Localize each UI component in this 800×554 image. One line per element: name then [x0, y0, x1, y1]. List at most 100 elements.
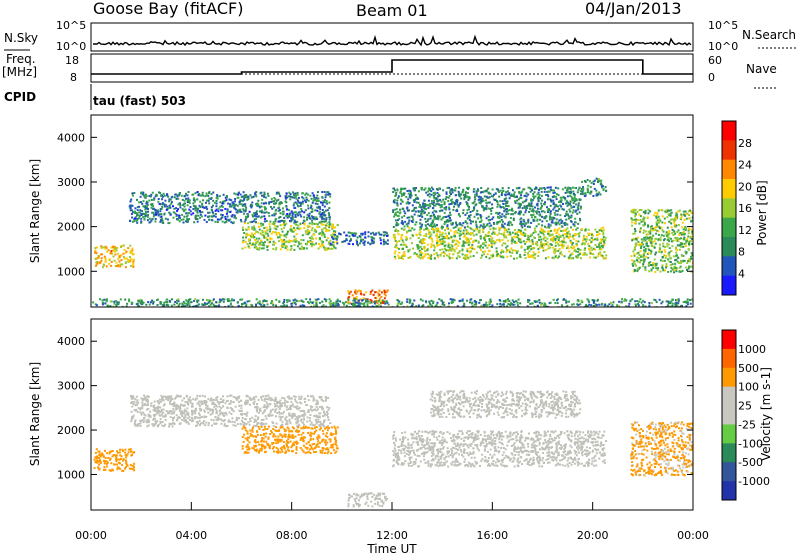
power-cell-1-685 — [311, 192, 314, 195]
power-cell-6-618 — [408, 194, 411, 197]
power-cell-5-753 — [551, 239, 554, 242]
power-cell-6-83 — [490, 209, 493, 212]
power-cell-6-938 — [561, 220, 564, 223]
power-cell-5-560 — [554, 255, 557, 258]
power-cell-6-863 — [547, 186, 550, 189]
power-cell-5-909 — [450, 249, 453, 252]
power-cell-1-95 — [138, 217, 140, 220]
power-cell-2-167 — [266, 238, 269, 241]
power-cell-2-76 — [313, 222, 316, 225]
power-cell-1-675 — [154, 220, 157, 223]
power-cell-8-396 — [652, 228, 654, 230]
power-cell-5-638 — [563, 233, 566, 236]
power-cell-5-206 — [449, 229, 452, 232]
power-cell-4-46 — [374, 296, 377, 299]
power-cell-8-418 — [636, 236, 639, 239]
power-cell-1-891 — [206, 208, 209, 211]
power-cell-5-240 — [569, 239, 572, 242]
power-cell-5-905 — [500, 255, 503, 258]
power-cell-6-868 — [414, 197, 417, 200]
power-cell-6-42 — [397, 214, 400, 217]
power-cell-5-690 — [455, 242, 458, 245]
power-cell-8-353 — [675, 254, 678, 257]
power-cell-1-351 — [285, 214, 288, 217]
power-cell-1-32 — [305, 192, 308, 195]
freq-left-label-1: Freq. — [6, 52, 36, 66]
power-cell-1-826 — [144, 206, 147, 209]
power-cell-8-502 — [639, 215, 642, 218]
power-cell-9-215 — [284, 305, 287, 307]
power-cell-6-136 — [525, 192, 528, 195]
power-cell-6-1059 — [446, 186, 449, 189]
power-cell-8-53 — [691, 254, 693, 257]
power-cell-6-722 — [412, 199, 415, 202]
power-cell-6-921 — [456, 203, 459, 206]
power-cell-1-242 — [218, 218, 221, 221]
power-cell-6-533 — [428, 195, 431, 198]
power-cell-6-742 — [479, 198, 482, 201]
power-cell-1-297 — [153, 213, 155, 216]
power-cell-1-841 — [160, 194, 162, 197]
power-cell-1-608 — [248, 210, 251, 213]
power-cell-4-68 — [386, 289, 389, 292]
power-cell-6-7 — [396, 214, 399, 217]
power-cell-9-576 — [130, 301, 133, 304]
power-cell-6-189 — [515, 187, 518, 190]
power-cell-6-773 — [466, 209, 469, 212]
power-cell-9-484 — [379, 302, 382, 304]
power-cell-4-18 — [380, 295, 383, 298]
power-cell-1-542 — [176, 218, 178, 221]
power-cell-8-278 — [640, 238, 643, 241]
power-cell-1-414 — [205, 192, 208, 195]
power-cell-4-25 — [355, 292, 358, 295]
power-cell-6-21 — [395, 191, 398, 194]
power-cell-8-521 — [690, 228, 693, 231]
power-cell-8-485 — [673, 271, 675, 274]
power-cell-8-244 — [689, 240, 692, 243]
power-cell-5-194 — [457, 227, 460, 230]
power-cell-9-592 — [103, 298, 106, 301]
power-cell-1-530 — [181, 213, 184, 216]
power-cell-5-889 — [503, 231, 506, 234]
power-cell-1-815 — [188, 218, 191, 221]
power-cell-5-900 — [515, 257, 518, 260]
power-cell-3-55 — [373, 237, 376, 240]
power-cell-3-72 — [349, 239, 352, 242]
power-cell-8-483 — [681, 255, 684, 257]
power-cell-9-202 — [184, 305, 187, 307]
power-cell-6-961 — [569, 192, 572, 195]
power-cell-1-110 — [147, 210, 149, 213]
power-cell-8-57 — [637, 218, 639, 221]
power-cell-9-626 — [204, 303, 207, 306]
power-cell-5-236 — [465, 232, 468, 235]
power-cell-1-732 — [199, 206, 202, 209]
power-cell-5-730 — [516, 230, 519, 233]
power-cell-3-106 — [357, 244, 359, 247]
power-cell-6-1005 — [429, 205, 432, 208]
power-cell-1-687 — [194, 205, 197, 208]
power-cell-5-725 — [594, 244, 597, 246]
power-cell-9-272 — [307, 301, 309, 303]
power-cell-6-874 — [573, 200, 576, 203]
power-cell-8-549 — [644, 250, 647, 253]
power-cell-6-772 — [431, 207, 434, 210]
power-cell-1-187 — [136, 209, 139, 212]
power-cell-8-118 — [657, 215, 660, 218]
power-cell-6-1045 — [535, 203, 538, 206]
power-cell-5-855 — [600, 254, 603, 257]
power-cell-6-1061 — [417, 197, 420, 200]
power-cell-8-318 — [634, 269, 636, 272]
power-cell-9-114 — [230, 299, 233, 302]
power-cell-5-844 — [435, 227, 438, 230]
power-cell-2-341 — [290, 240, 293, 242]
power-cell-9-558 — [670, 305, 673, 307]
power-cell-9-587 — [685, 305, 688, 307]
power-cell-5-626 — [594, 248, 597, 251]
power-cell-6-918 — [430, 186, 433, 189]
power-cell-5-270 — [570, 253, 573, 256]
power-cell-8-540 — [634, 243, 637, 246]
power-cell-8-520 — [642, 216, 645, 219]
power-cell-9-691 — [166, 301, 169, 304]
power-cell-5-790 — [402, 253, 405, 256]
power-cell-6-574 — [451, 202, 454, 205]
